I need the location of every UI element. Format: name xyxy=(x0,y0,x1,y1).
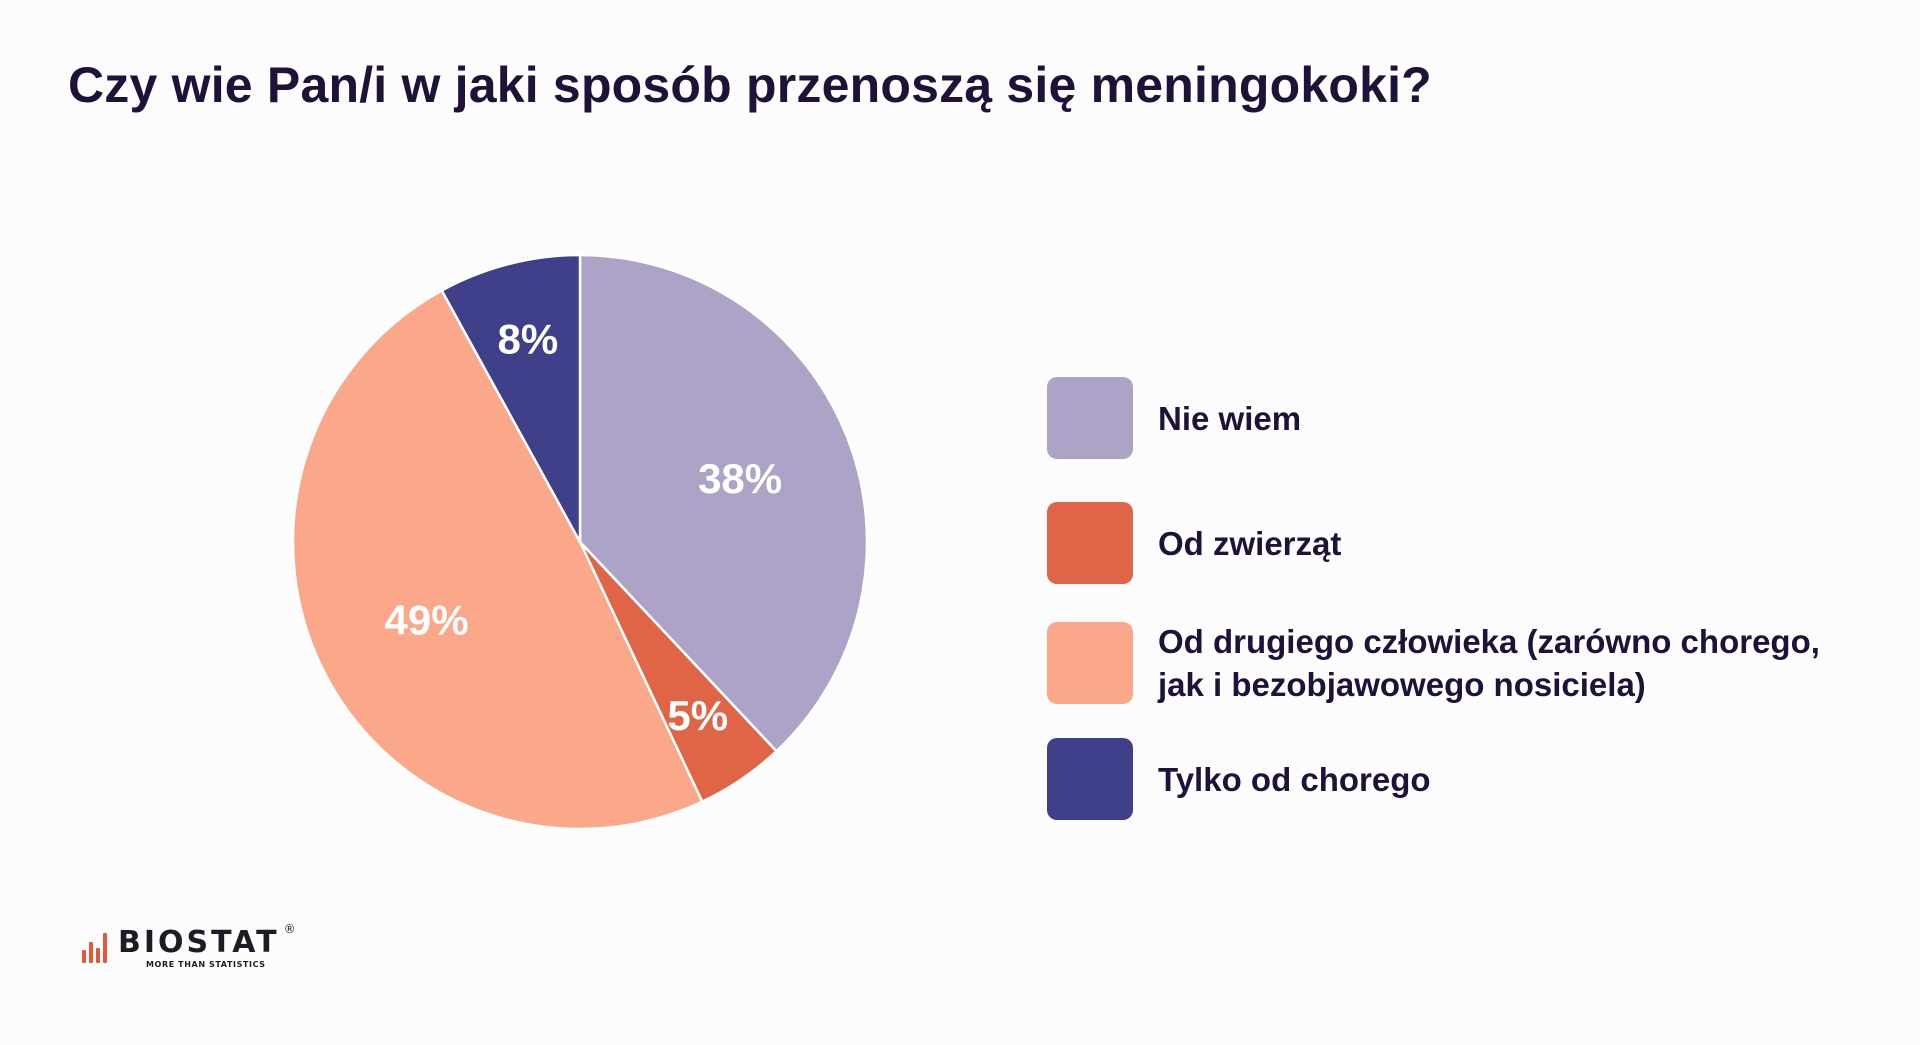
legend-item-od-zwierzat: Od zwierząt xyxy=(1047,502,1858,584)
logo-bar xyxy=(96,948,100,963)
legend-label: Od zwierząt xyxy=(1158,524,1342,562)
legend-swatch xyxy=(1047,502,1133,584)
legend-label-line: Od drugiego człowieka (zarówno chorego, xyxy=(1158,623,1820,660)
pie-slice-od-zwierzat xyxy=(578,540,778,803)
legend-item-nie-wiem: Nie wiem xyxy=(1047,377,1858,459)
logo-bar xyxy=(89,942,93,963)
pie-label-tylko-od-chorego: 8% xyxy=(498,316,559,363)
chart-title: Czy wie Pan/i w jaki sposób przenoszą si… xyxy=(68,57,1432,113)
pie-slice-od-drugiego-czlowieka-zarowno- xyxy=(291,289,704,831)
biostat-logo: BIOSTAT MORE THAN STATISTICS ® xyxy=(82,922,296,970)
logo-name: BIOSTAT xyxy=(118,925,280,960)
pie-label-od-zwierzat: 5% xyxy=(667,692,728,739)
pie-slice-tylko-od-chorego xyxy=(440,253,582,544)
legend-swatch xyxy=(1047,377,1133,459)
logo-bar xyxy=(103,933,107,963)
legend-item-tylko-od-chorego: Tylko od chorego xyxy=(1047,738,1858,820)
pie-label-nie-wiem: 38% xyxy=(698,455,782,502)
logo-bars-icon xyxy=(82,930,110,963)
pie-slice-nie-wiem xyxy=(578,253,869,753)
legend-label: Nie wiem xyxy=(1158,399,1302,437)
logo-text: BIOSTAT MORE THAN STATISTICS xyxy=(118,925,280,970)
legend-label: Od drugiego człowieka (zarówno chorego, … xyxy=(1158,620,1858,706)
logo-bar xyxy=(82,950,86,963)
logo-tagline: MORE THAN STATISTICS xyxy=(146,960,266,969)
legend-label-line: jak i bezobjawowego nosiciela) xyxy=(1158,666,1646,703)
legend-swatch xyxy=(1047,738,1133,820)
legend-label: Tylko od chorego xyxy=(1158,760,1431,798)
pie-label-od-drugiego-czlowieka-zarowno-: 49% xyxy=(385,597,469,644)
legend-swatch xyxy=(1047,622,1133,704)
legend-item-od-drugiego-czlowieka: Od drugiego człowieka (zarówno chorego, … xyxy=(1047,620,1858,706)
logo-registered-mark: ® xyxy=(283,922,296,936)
